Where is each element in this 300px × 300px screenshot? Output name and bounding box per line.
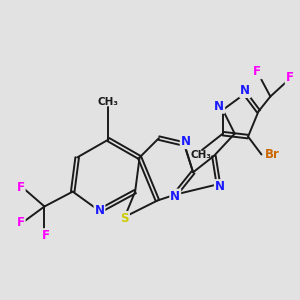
Text: N: N <box>214 100 224 113</box>
Text: F: F <box>17 216 25 229</box>
Text: N: N <box>215 180 225 193</box>
Text: S: S <box>121 212 129 225</box>
Text: N: N <box>94 204 104 218</box>
Text: N: N <box>181 135 191 148</box>
Text: F: F <box>17 181 25 194</box>
Text: F: F <box>42 229 50 242</box>
Text: F: F <box>286 71 294 84</box>
Text: F: F <box>253 65 261 78</box>
Text: N: N <box>240 84 250 97</box>
Text: CH₃: CH₃ <box>190 150 211 160</box>
Text: N: N <box>170 190 180 202</box>
Text: Br: Br <box>264 148 279 161</box>
Text: CH₃: CH₃ <box>98 97 119 106</box>
